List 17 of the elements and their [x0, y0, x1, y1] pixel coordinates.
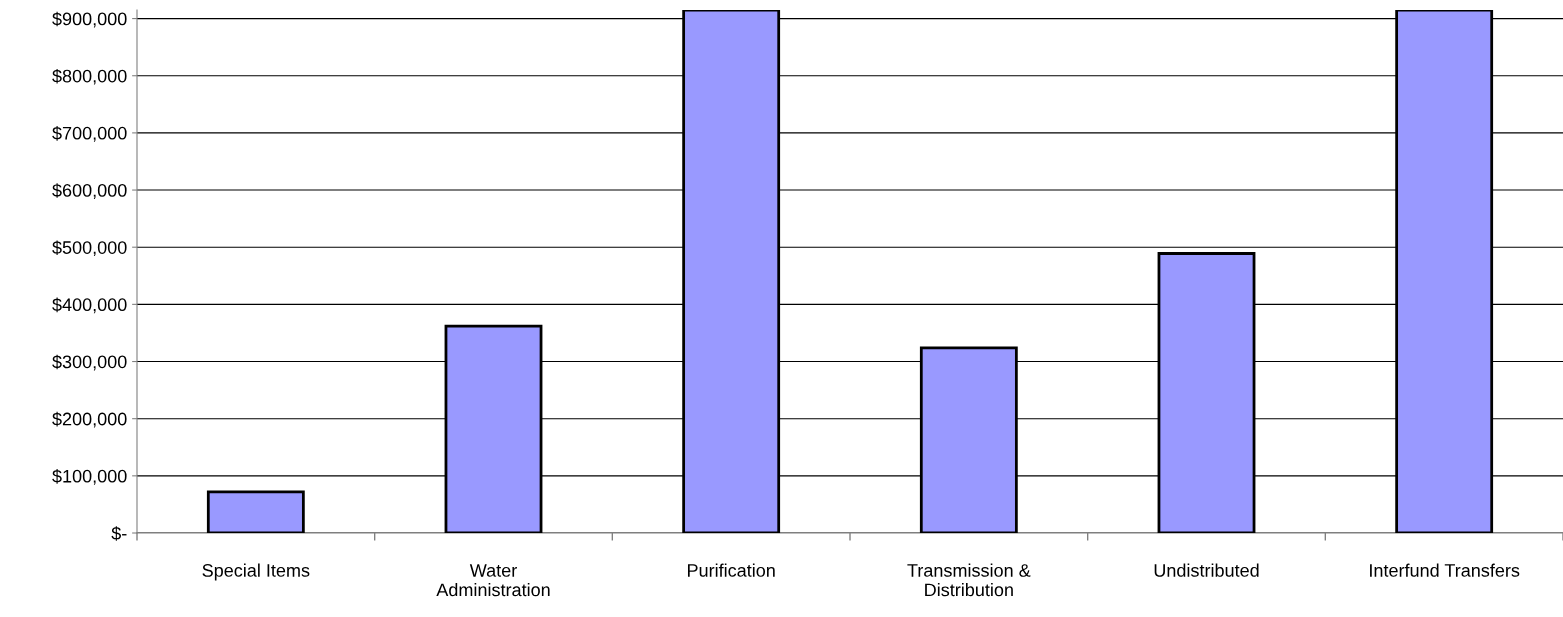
x-tick-label: Purification [687, 563, 775, 577]
x-tick-label: Interfund Transfers [1370, 563, 1520, 577]
y-tick-label: $900,000 [52, 11, 127, 28]
y-tick-label: $800,000 [52, 68, 127, 85]
y-tick-label: $200,000 [52, 411, 127, 428]
x-tick-label: Transmission & Distribution [907, 563, 1031, 597]
y-tick-label: $600,000 [52, 183, 127, 199]
x-tick-label: Undistributed [1154, 563, 1259, 577]
y-tick-label: $400,000 [52, 297, 127, 314]
x-tick-label: Water Administration [436, 564, 550, 597]
y-tick-label: $700,000 [52, 126, 127, 142]
y-tick-label: $100,000 [52, 469, 127, 485]
bar [206, 490, 305, 533]
y-tick-label: $500,000 [52, 240, 127, 257]
y-tick-label: $- [111, 526, 127, 541]
y-tick-label: $300,000 [52, 354, 127, 371]
x-tick-label: Special Items [202, 563, 310, 581]
